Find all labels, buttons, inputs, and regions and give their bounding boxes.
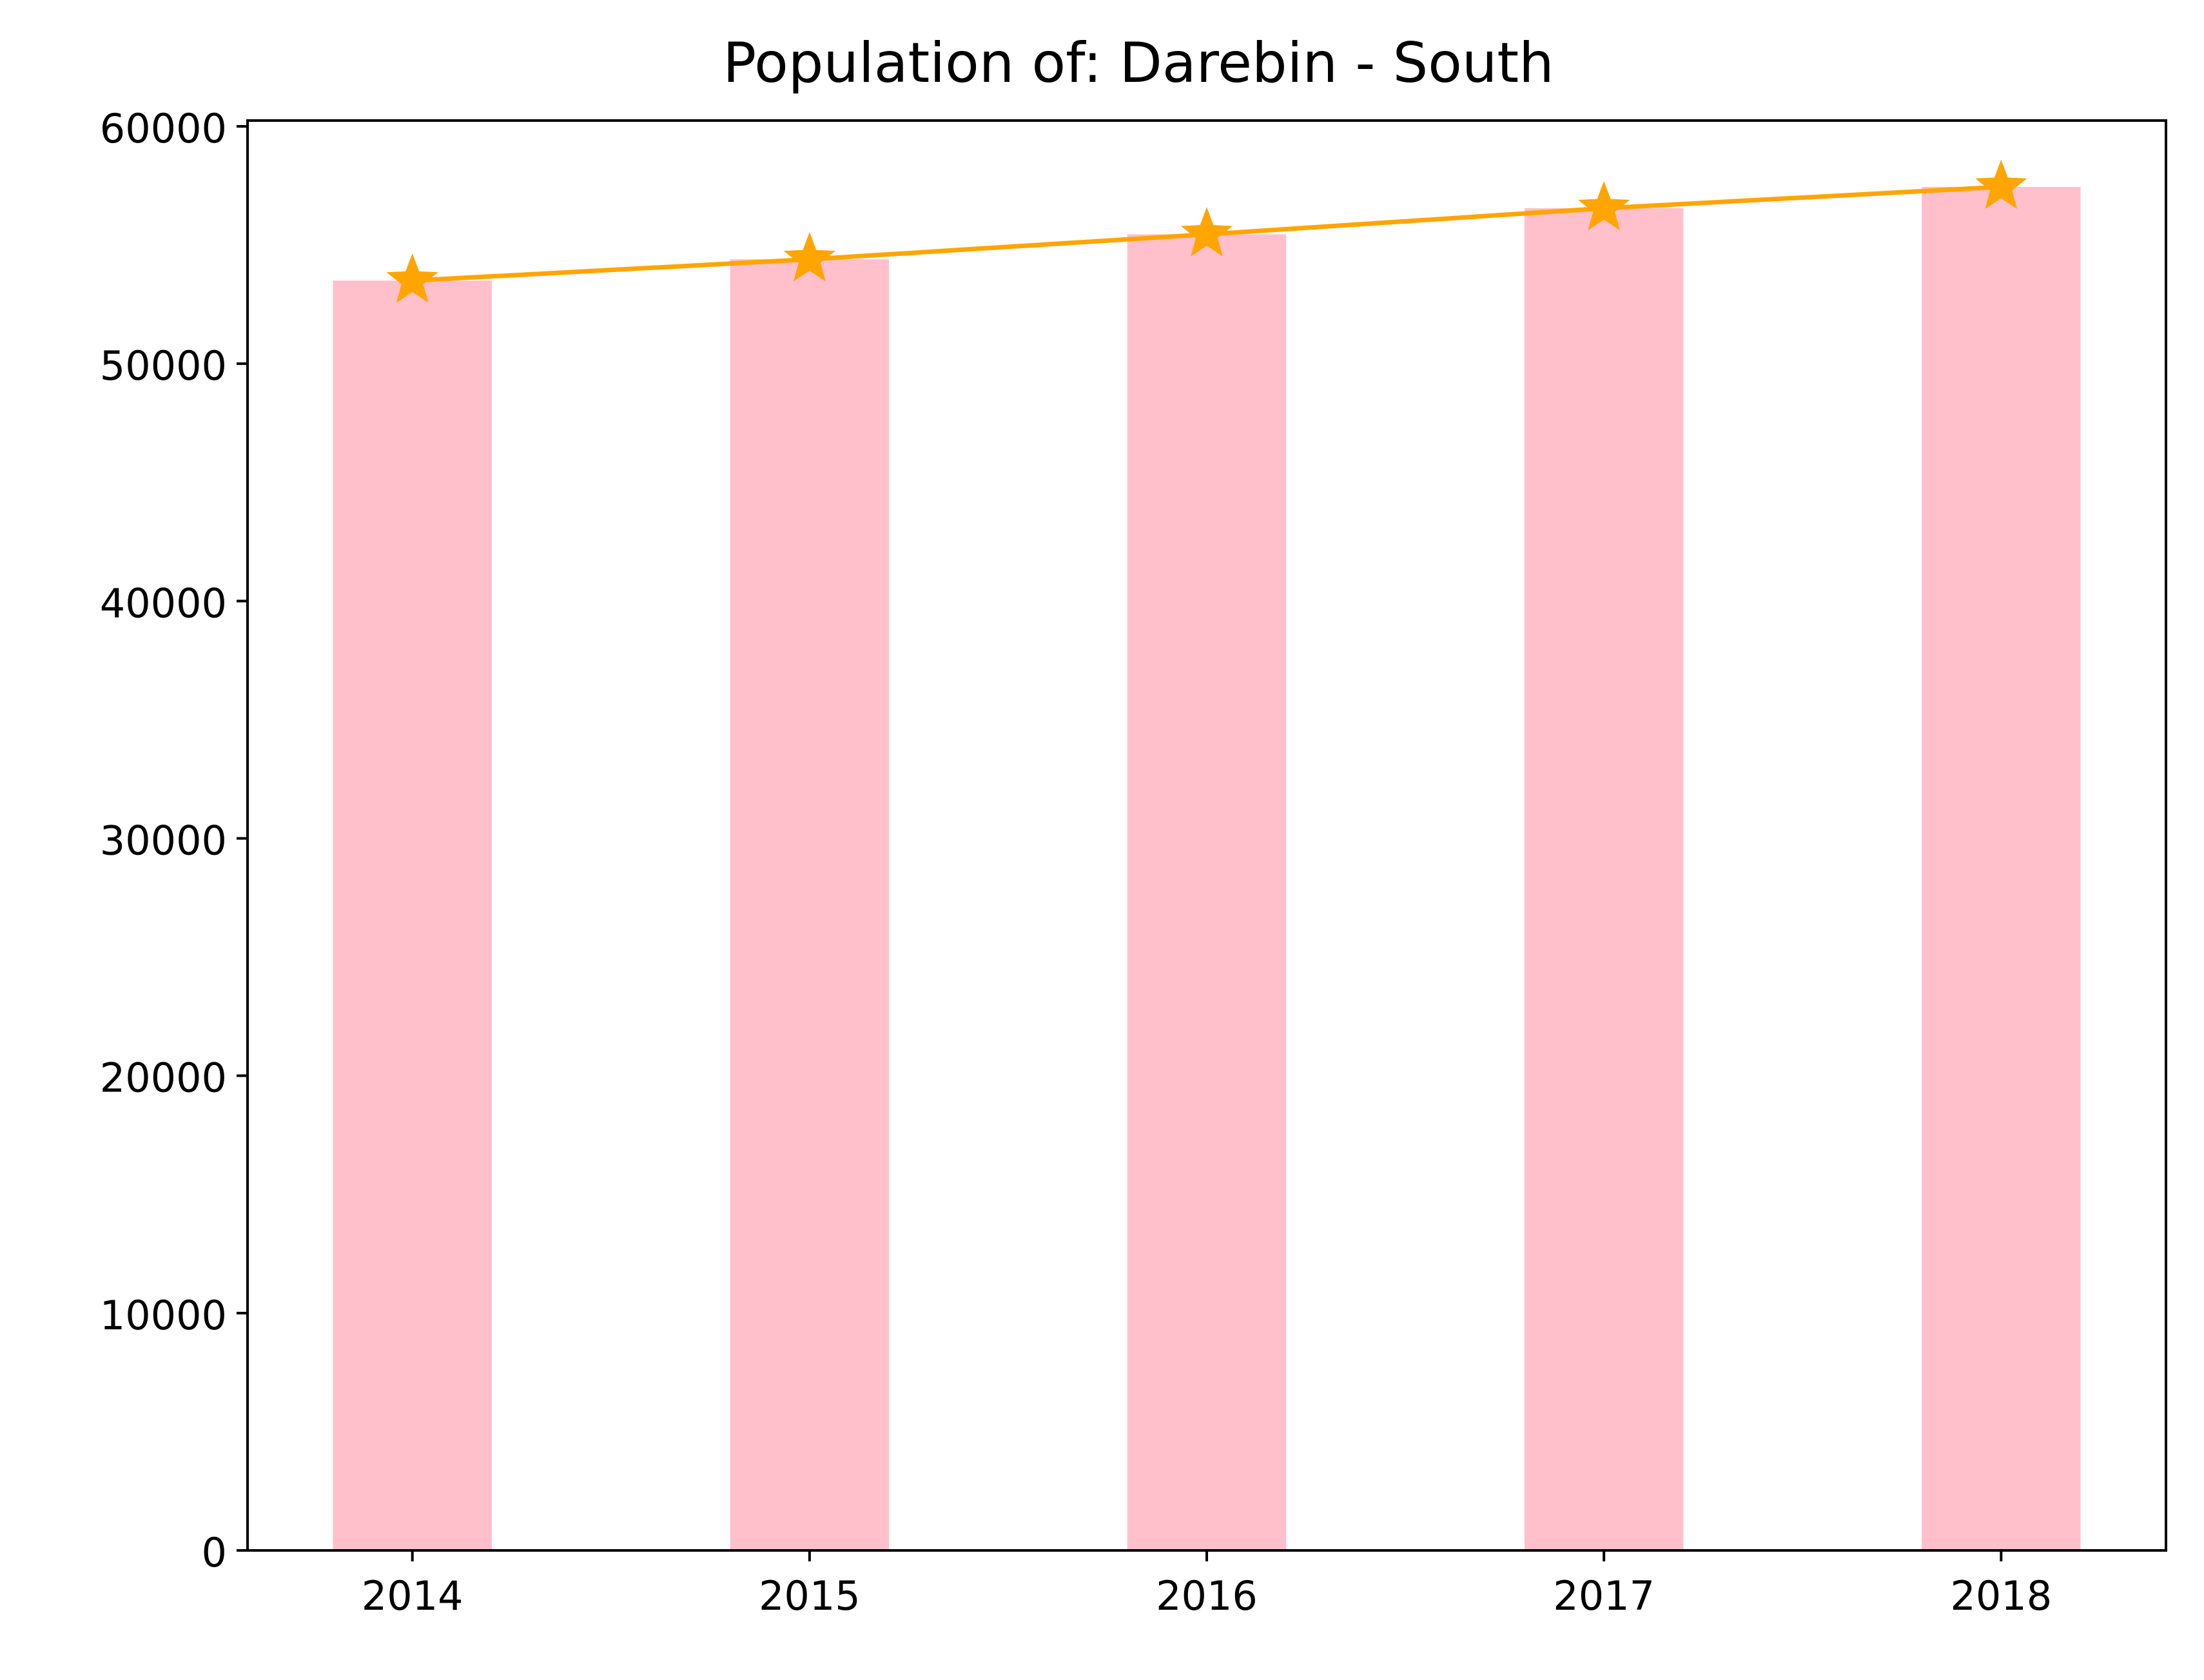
x-tick-label: 2018: [1950, 1572, 2052, 1619]
bar-2014: [333, 280, 492, 1550]
point-marker-2016: [1180, 207, 1233, 257]
point-marker-2015: [783, 231, 836, 282]
point-marker-2017: [1577, 181, 1630, 231]
line-layer: [386, 159, 2027, 303]
bar-2017: [1524, 208, 1684, 1550]
point-marker-2014: [386, 253, 438, 303]
y-tick-label: 50000: [100, 342, 227, 389]
y-tick-label: 20000: [100, 1055, 227, 1102]
y-tick-label: 0: [202, 1529, 227, 1576]
y-tick-label: 30000: [100, 817, 227, 864]
chart-title: Population of: Darebin - South: [723, 31, 1554, 95]
y-tick-label: 40000: [100, 580, 227, 627]
y-tick-label: 10000: [100, 1292, 227, 1339]
y-tick-label: 60000: [100, 105, 227, 152]
point-marker-2018: [1975, 159, 2027, 210]
x-tick-label: 2015: [759, 1572, 861, 1619]
bar-2015: [730, 259, 890, 1550]
bar-2016: [1127, 234, 1287, 1550]
x-tick-label: 2016: [1156, 1572, 1258, 1619]
bar-2018: [1922, 186, 2081, 1550]
bars-layer: [333, 186, 2081, 1550]
x-tick-label: 2017: [1553, 1572, 1655, 1619]
axes-layer: 0 10000 20000 30000 40000 50000 60000 2014 2015 2…: [100, 105, 2167, 1619]
x-tick-label: 2014: [362, 1572, 463, 1619]
